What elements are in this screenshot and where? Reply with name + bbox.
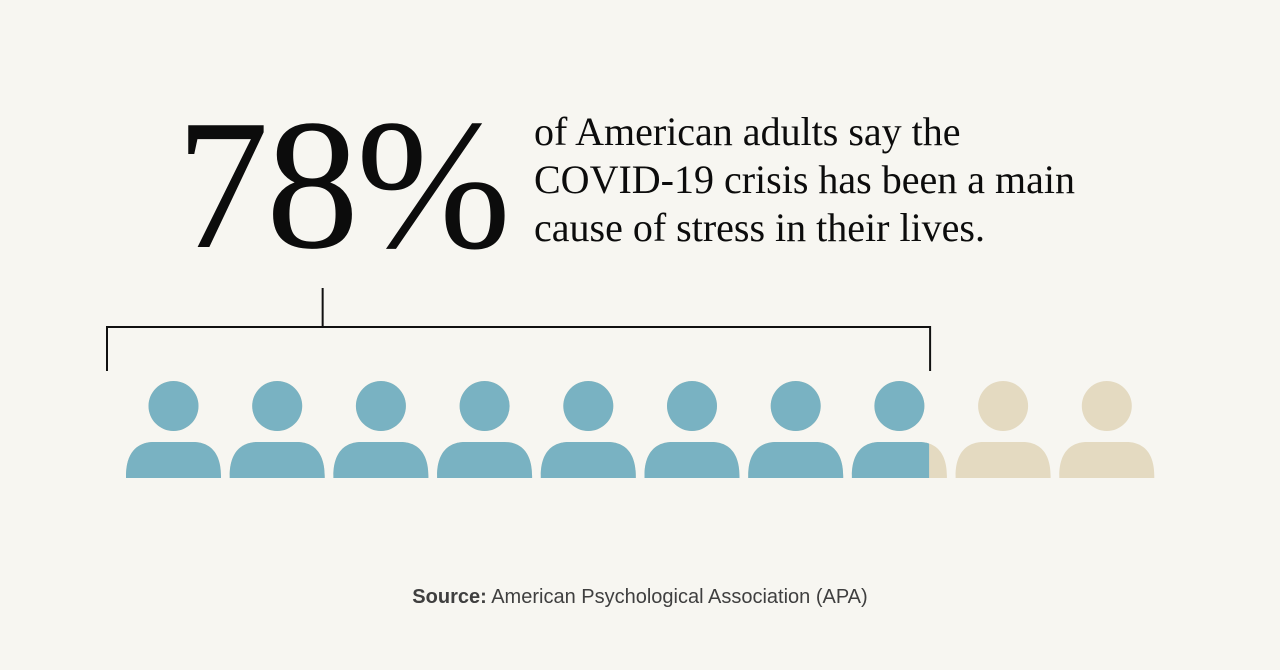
source-label: Source: [412,586,487,608]
source-text: American Psychological Association (APA) [491,586,868,608]
person-highlight-fill [644,381,740,478]
person-highlight-fill [229,381,325,478]
person-icon [126,381,221,478]
person-icon [644,381,740,478]
statement-line-3: cause of stress in their lives. [534,205,985,250]
person-icon [851,381,947,478]
person-icon [748,381,844,478]
person-highlight-fill [126,381,221,478]
person-highlight-fill [540,381,636,478]
statement-line-1: of American adults say the [534,109,961,154]
person-highlight-fill [851,381,930,478]
person-remainder-fill [1059,381,1155,478]
statement-line-2: COVID-19 crisis has been a main [534,157,1075,202]
headline-statement: of American adults say the COVID-19 cris… [534,108,1154,252]
bracket-line [106,288,932,371]
headline-percent: 78% [176,82,511,288]
person-remainder-fill [955,381,1051,478]
person-highlight-fill [748,381,844,478]
person-icon [437,381,533,478]
person-icon [1059,381,1155,478]
source-line: Source: American Psychological Associati… [0,586,1280,609]
person-icon [540,381,636,478]
person-icon [229,381,325,478]
person-icon [333,381,429,478]
person-highlight-fill [333,381,429,478]
person-highlight-fill [437,381,533,478]
person-icon [955,381,1051,478]
